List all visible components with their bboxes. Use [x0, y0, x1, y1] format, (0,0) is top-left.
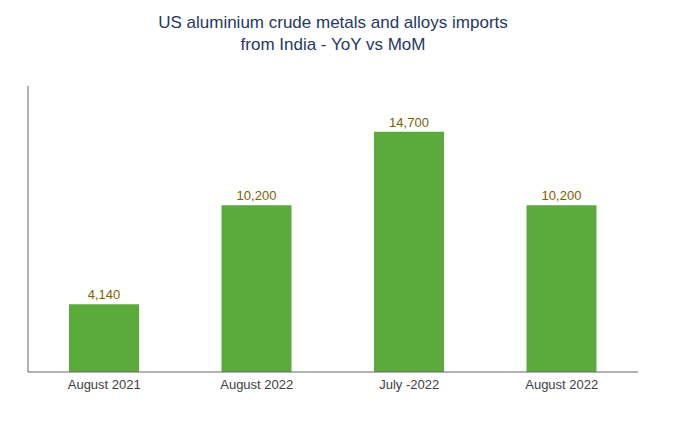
svg-text:4,140: 4,140: [88, 287, 121, 302]
svg-text:10,200: 10,200: [237, 188, 277, 203]
svg-text:August 2022: August 2022: [525, 377, 598, 392]
svg-text:10,200: 10,200: [542, 188, 582, 203]
svg-text:July -2022: July -2022: [379, 377, 439, 392]
svg-text:August 2021: August 2021: [68, 377, 141, 392]
html-text:US aluminium crude metals and: US aluminium crude metals and alloys imp…: [158, 13, 508, 32]
svg-text:August 2022: August 2022: [220, 377, 293, 392]
html-text:from India - YoY vs MoM: from India - YoY vs MoM: [240, 35, 426, 54]
svg-text:14,700: 14,700: [389, 115, 429, 130]
